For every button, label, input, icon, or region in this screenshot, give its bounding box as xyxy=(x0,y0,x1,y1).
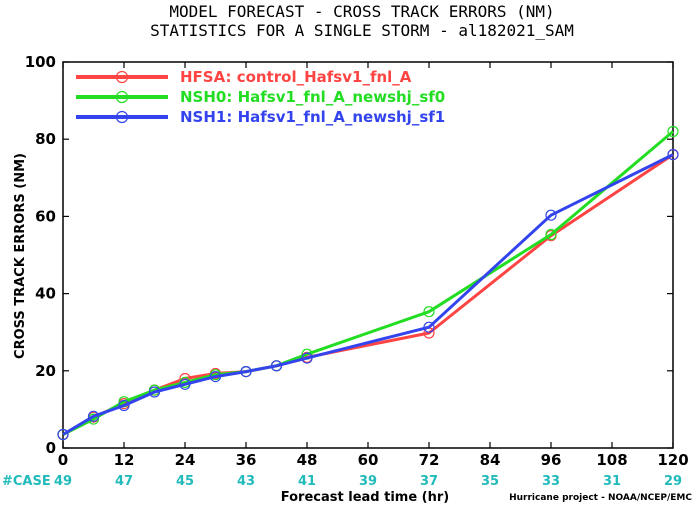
data-point xyxy=(301,352,313,364)
y-axis-label: CROSS TRACK ERRORS (NM) xyxy=(13,153,28,359)
legend: HFSA: control_Hafsv1_fnl_A NSH0: Hafsv1_f… xyxy=(76,68,445,126)
data-point xyxy=(87,410,100,422)
legend-marker xyxy=(115,70,129,84)
case-count: 31 xyxy=(603,474,621,489)
case-label: #CASE xyxy=(2,474,51,489)
data-point xyxy=(148,386,161,398)
x-tick-label: 12 xyxy=(114,451,135,469)
x-tick-label: 60 xyxy=(358,451,379,469)
case-count: 33 xyxy=(542,474,560,489)
x-tick-label: 0 xyxy=(58,451,68,469)
legend-marker xyxy=(115,90,129,104)
data-point xyxy=(118,399,130,412)
case-count: 43 xyxy=(237,474,255,489)
series-3 xyxy=(57,149,679,441)
x-tick-label: 120 xyxy=(657,451,688,469)
x-tick-label: 108 xyxy=(596,451,627,469)
legend-label: HFSA: control_Hafsv1_fnl_A xyxy=(180,68,412,86)
x-tick-label: 72 xyxy=(419,451,440,469)
case-count: 45 xyxy=(176,474,194,489)
case-count: 37 xyxy=(420,474,438,489)
x-tick-label: 84 xyxy=(480,451,501,469)
axes: 0 12 24 36 48 60 72 84 96 108 120 0 20 40 60 80 100 xyxy=(25,53,689,469)
y-tick-label: 60 xyxy=(35,207,56,225)
case-count: 41 xyxy=(298,474,316,489)
y-tick-label: 100 xyxy=(25,53,56,71)
y-tick-label: 20 xyxy=(35,362,56,380)
series-line xyxy=(62,130,674,436)
y-tick-label: 0 xyxy=(46,439,56,457)
y-tick-label: 40 xyxy=(35,285,56,303)
chart-subtitle: STATISTICS FOR A SINGLE STORM - al182021… xyxy=(150,21,574,40)
case-count: 29 xyxy=(664,474,682,489)
legend-label: NSH0: Hafsv1_fnl_A_newshj_sf0 xyxy=(180,88,445,106)
x-tick-label: 96 xyxy=(541,451,562,469)
data-point xyxy=(667,125,679,138)
x-tick-label: 48 xyxy=(297,451,318,469)
series-line xyxy=(62,153,674,436)
legend-marker xyxy=(115,110,129,124)
x-tick-label: 24 xyxy=(175,451,196,469)
series-lines xyxy=(57,125,679,441)
case-count: 39 xyxy=(359,474,377,489)
data-point xyxy=(423,321,435,333)
data-point xyxy=(270,360,283,372)
y-tick-label: 80 xyxy=(35,130,56,148)
data-point xyxy=(545,209,557,221)
credit-text: Hurricane project - NOAA/NCEP/EMC xyxy=(509,493,692,503)
x-tick-label: 36 xyxy=(236,451,257,469)
chart-title: MODEL FORECAST - CROSS TRACK ERRORS (NM) xyxy=(169,2,554,21)
case-count: 35 xyxy=(481,474,499,489)
case-count: 49 xyxy=(54,474,72,489)
data-point xyxy=(667,149,679,161)
data-point xyxy=(423,306,435,318)
data-point xyxy=(57,428,69,441)
data-point xyxy=(545,228,557,241)
data-point xyxy=(240,366,252,378)
case-count: 47 xyxy=(115,474,133,489)
case-counts: #CASE 49 47 45 43 41 39 37 35 33 31 29 xyxy=(2,474,682,489)
data-point xyxy=(179,378,191,390)
legend-label: NSH1: Hafsv1_fnl_A_newshj_sf1 xyxy=(180,108,445,126)
x-axis-label: Forecast lead time (hr) xyxy=(281,490,449,505)
data-point xyxy=(209,371,222,383)
